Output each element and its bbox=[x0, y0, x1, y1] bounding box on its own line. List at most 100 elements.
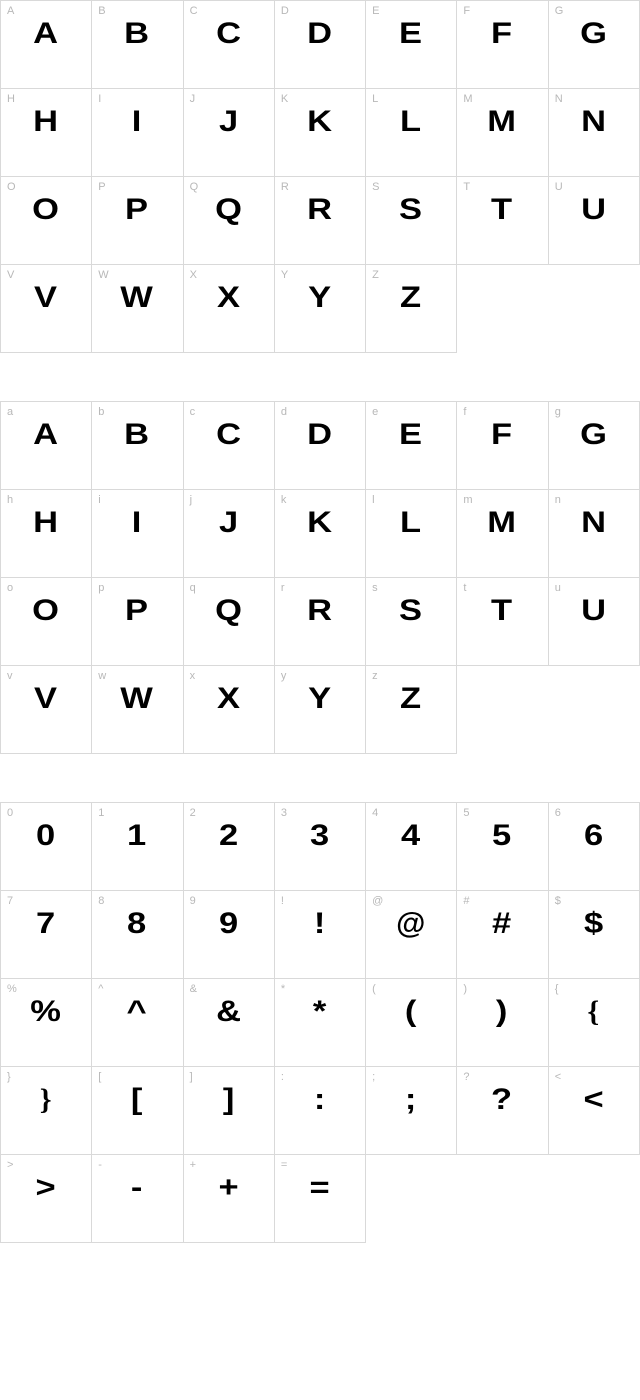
cell-glyph: H bbox=[0, 508, 98, 538]
cell-glyph: D bbox=[268, 19, 372, 49]
glyph-cell: mM bbox=[457, 490, 548, 578]
cell-label: ! bbox=[281, 895, 284, 907]
cell-label: } bbox=[7, 1071, 11, 1083]
cell-glyph: 8 bbox=[86, 909, 190, 939]
glyph-cell: 55 bbox=[457, 803, 548, 891]
glyph-cell: ;; bbox=[366, 1067, 457, 1155]
cell-label: q bbox=[190, 582, 196, 594]
cell-glyph: S bbox=[359, 195, 463, 225]
cell-label: ; bbox=[372, 1071, 375, 1083]
glyph-cell: vV bbox=[1, 666, 92, 754]
cell-glyph: G bbox=[542, 19, 640, 49]
cell-label: a bbox=[7, 406, 13, 418]
glyph-cell: zZ bbox=[366, 666, 457, 754]
uppercase-section: AABBCCDDEEFFGGHHIIJJKKLLMMNNOOPPQQRRSSTT… bbox=[0, 0, 640, 353]
cell-label: J bbox=[190, 93, 196, 105]
cell-label: b bbox=[98, 406, 104, 418]
cell-glyph: 0 bbox=[0, 821, 98, 851]
cell-label: # bbox=[463, 895, 469, 907]
glyph-cell: eE bbox=[366, 402, 457, 490]
cell-glyph: D bbox=[268, 420, 372, 450]
cell-label: m bbox=[463, 494, 472, 506]
glyph-cell: UU bbox=[549, 177, 640, 265]
cell-label: [ bbox=[98, 1071, 101, 1083]
cell-glyph: ! bbox=[268, 909, 372, 939]
cell-label: 1 bbox=[98, 807, 104, 819]
cell-label: + bbox=[190, 1159, 196, 1171]
cell-glyph: E bbox=[359, 19, 463, 49]
glyph-cell: 00 bbox=[1, 803, 92, 891]
glyph-cell: 11 bbox=[92, 803, 183, 891]
glyph-cell: 88 bbox=[92, 891, 183, 979]
glyph-cell: AA bbox=[1, 1, 92, 89]
cell-label: Q bbox=[190, 181, 199, 193]
glyph-cell: (( bbox=[366, 979, 457, 1067]
glyph-cell: SS bbox=[366, 177, 457, 265]
cell-glyph: } bbox=[1, 1085, 91, 1115]
glyph-cell: xX bbox=[184, 666, 275, 754]
cell-glyph: L bbox=[359, 107, 463, 137]
cell-glyph: 4 bbox=[359, 821, 463, 851]
glyph-cell: PP bbox=[92, 177, 183, 265]
cell-label: s bbox=[372, 582, 378, 594]
cell-glyph: J bbox=[177, 107, 281, 137]
cell-glyph: Z bbox=[359, 283, 463, 313]
cell-glyph: ^ bbox=[86, 997, 190, 1027]
cell-glyph: O bbox=[0, 195, 98, 225]
cell-label: d bbox=[281, 406, 287, 418]
glyph-cell: YY bbox=[275, 265, 366, 353]
cell-label: f bbox=[463, 406, 466, 418]
cell-glyph: 5 bbox=[451, 821, 555, 851]
glyph-cell: kK bbox=[275, 490, 366, 578]
cell-glyph: Z bbox=[359, 684, 463, 714]
cell-glyph: Y bbox=[268, 283, 372, 313]
cell-label: @ bbox=[372, 895, 383, 907]
cell-label: x bbox=[190, 670, 196, 682]
cell-glyph: % bbox=[0, 997, 98, 1027]
glyph-cell: ++ bbox=[184, 1155, 275, 1243]
glyph-cell: :: bbox=[275, 1067, 366, 1155]
cell-glyph: T bbox=[451, 596, 555, 626]
glyph-cell: >> bbox=[1, 1155, 92, 1243]
cell-label: O bbox=[7, 181, 16, 193]
glyph-cell: RR bbox=[275, 177, 366, 265]
glyph-cell: QQ bbox=[184, 177, 275, 265]
glyph-cell: << bbox=[549, 1067, 640, 1155]
glyph-cell: ^^ bbox=[92, 979, 183, 1067]
cell-glyph: ) bbox=[451, 997, 555, 1027]
cell-label: ^ bbox=[98, 983, 103, 995]
glyph-cell: XX bbox=[184, 265, 275, 353]
symbols-grid: 00112233445566778899!!@@##$$%%^^&&**(())… bbox=[0, 802, 640, 1243]
cell-glyph: = bbox=[268, 1173, 372, 1203]
cell-glyph: - bbox=[86, 1173, 190, 1203]
cell-label: { bbox=[555, 983, 559, 995]
cell-glyph: R bbox=[268, 596, 372, 626]
cell-label: 7 bbox=[7, 895, 13, 907]
glyph-cell: JJ bbox=[184, 89, 275, 177]
cell-glyph: H bbox=[0, 107, 98, 137]
glyph-cell: rR bbox=[275, 578, 366, 666]
cell-label: h bbox=[7, 494, 13, 506]
empty-cell bbox=[457, 1155, 548, 1243]
glyph-cell: ?? bbox=[457, 1067, 548, 1155]
cell-glyph: Q bbox=[177, 596, 281, 626]
empty-cell bbox=[549, 666, 640, 754]
cell-glyph: @ bbox=[366, 909, 456, 939]
cell-glyph: B bbox=[86, 19, 190, 49]
cell-glyph: Y bbox=[268, 684, 372, 714]
glyph-cell: oO bbox=[1, 578, 92, 666]
cell-label: c bbox=[190, 406, 196, 418]
cell-label: j bbox=[190, 494, 192, 506]
glyph-cell: GG bbox=[549, 1, 640, 89]
cell-label: o bbox=[7, 582, 13, 594]
empty-cell bbox=[457, 265, 548, 353]
cell-label: z bbox=[372, 670, 378, 682]
glyph-cell: LL bbox=[366, 89, 457, 177]
cell-glyph: G bbox=[542, 420, 640, 450]
cell-label: e bbox=[372, 406, 378, 418]
cell-glyph: 2 bbox=[177, 821, 281, 851]
cell-label: n bbox=[555, 494, 561, 506]
cell-glyph: J bbox=[177, 508, 281, 538]
glyph-cell: -- bbox=[92, 1155, 183, 1243]
cell-label: K bbox=[281, 93, 288, 105]
